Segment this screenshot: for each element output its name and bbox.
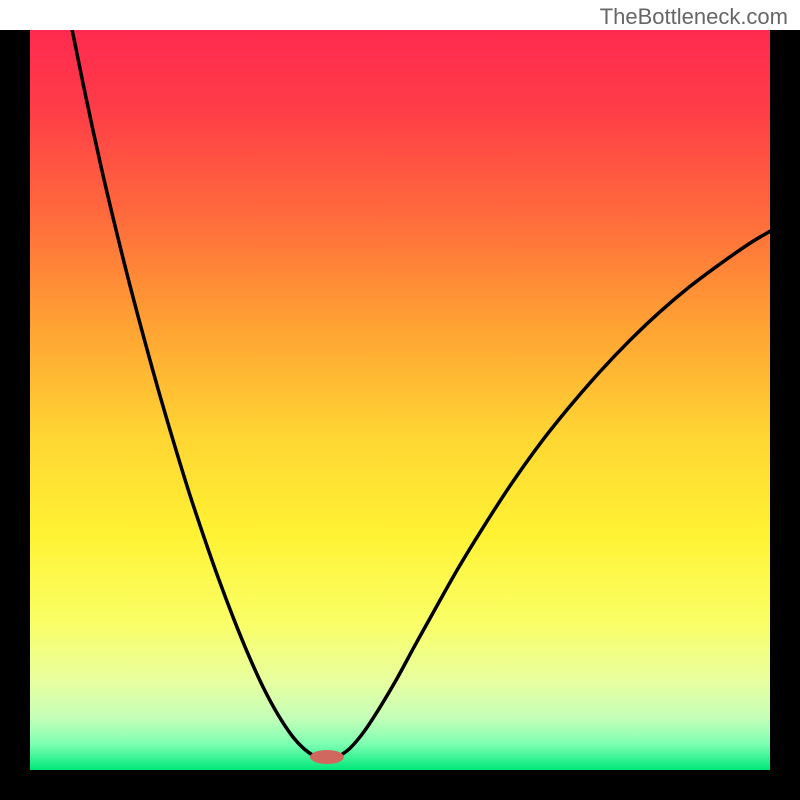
plot-area bbox=[30, 30, 770, 770]
curve-overlay bbox=[30, 30, 770, 770]
curve-right bbox=[341, 231, 770, 755]
chart-frame bbox=[0, 30, 800, 800]
watermark-text: TheBottleneck.com bbox=[600, 4, 788, 30]
minimum-marker bbox=[310, 750, 344, 764]
curve-left bbox=[72, 30, 313, 755]
